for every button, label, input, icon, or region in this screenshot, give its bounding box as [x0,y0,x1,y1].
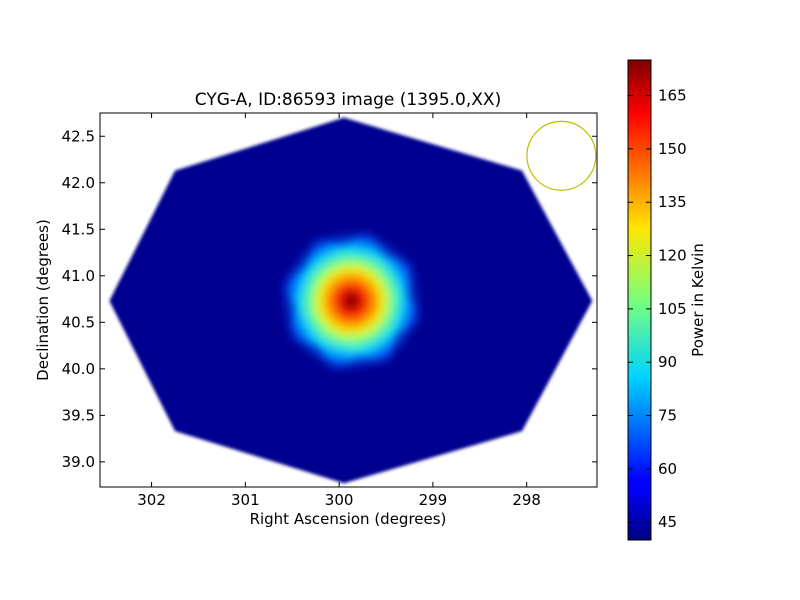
y-tick-label: 40.5 [62,313,95,331]
colorbar-label: Power in Kelvin [689,243,707,357]
colorbar-tick-label: 90 [658,353,677,371]
x-tick-label: 301 [231,491,260,509]
x-tick-label: 300 [325,491,354,509]
y-axis-ticks: 39.0 39.5 40.0 40.5 41.0 41.5 42.0 42.5 [62,127,597,471]
colorbar-tick-label: 75 [658,407,677,425]
y-tick-label: 41.0 [62,267,95,285]
colorbar-tick-label: 120 [658,247,687,265]
y-tick-label: 39.5 [62,406,95,424]
x-tick-label: 298 [512,491,541,509]
x-tick-label: 302 [137,491,166,509]
colorbar [628,60,651,540]
y-tick-label: 42.0 [62,174,95,192]
beam-marker-circle [526,120,597,191]
chart-title: CYG-A, ID:86593 image (1395.0,XX) [195,90,501,110]
colorbar-tick-label: 135 [658,193,687,211]
colorbar-tick-label: 105 [658,300,687,318]
y-tick-label: 39.0 [62,453,95,471]
y-tick-label: 41.5 [62,220,95,238]
colorbar-frame [627,59,652,541]
x-axis-ticks: 302 301 300 299 298 [137,113,541,509]
colorbar-tick-label: 45 [658,513,677,531]
y-axis-label: Declination (degrees) [34,219,52,381]
plot-frame [99,112,598,488]
x-tick-label: 299 [419,491,448,509]
colorbar-tick-label: 150 [658,140,687,158]
x-axis-label: Right Ascension (degrees) [250,510,447,528]
plot-content [109,117,597,484]
y-tick-label: 40.0 [62,360,95,378]
colorbar-tick-label: 60 [658,460,677,478]
colorbar-tick-label: 165 [658,87,687,105]
source-emission-star [275,225,427,377]
colorbar-ticks: 45 60 75 90 105 120 135 150 165 [628,87,687,531]
y-tick-label: 42.5 [62,127,95,145]
